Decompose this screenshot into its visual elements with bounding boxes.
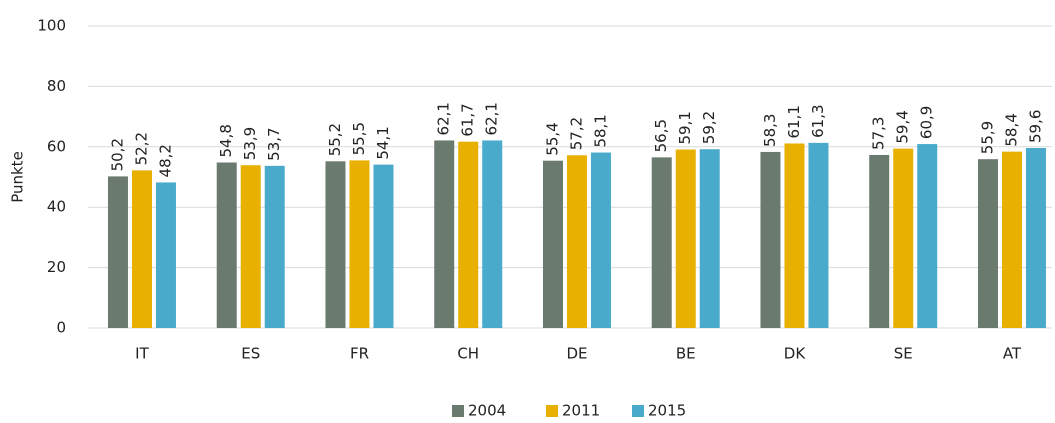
legend-label: 2011 xyxy=(562,402,600,420)
bar xyxy=(869,154,890,328)
x-tick-label: DE xyxy=(566,345,587,363)
bar xyxy=(699,149,720,328)
bar xyxy=(264,165,285,328)
value-label: 53,9 xyxy=(241,127,259,160)
value-label: 55,4 xyxy=(543,122,561,155)
value-label: 59,6 xyxy=(1026,110,1044,143)
value-label: 55,2 xyxy=(326,123,344,156)
value-label: 59,4 xyxy=(894,110,912,143)
value-label: 62,1 xyxy=(483,102,501,135)
legend-label: 2015 xyxy=(648,402,686,420)
bar xyxy=(240,165,261,328)
bar xyxy=(349,160,370,328)
value-label: 48,2 xyxy=(156,144,174,177)
bar xyxy=(808,142,829,328)
value-label: 50,2 xyxy=(108,138,126,171)
bar xyxy=(760,151,781,328)
y-tick-label: 40 xyxy=(47,198,66,216)
value-label: 55,5 xyxy=(350,122,368,155)
y-tick-label: 100 xyxy=(37,17,66,35)
y-tick-label: 0 xyxy=(56,319,66,337)
legend-swatch xyxy=(452,405,464,417)
value-label: 61,3 xyxy=(809,104,827,137)
y-tick-label: 20 xyxy=(47,258,66,276)
value-label: 54,8 xyxy=(217,124,235,157)
value-label: 58,1 xyxy=(591,114,609,147)
bar xyxy=(131,170,152,328)
x-tick-label: IT xyxy=(135,345,149,363)
y-tick-label: 60 xyxy=(47,137,66,155)
bar xyxy=(977,159,998,328)
x-tick-label: CH xyxy=(457,345,479,363)
bar xyxy=(216,162,237,328)
legend-label: 2004 xyxy=(468,402,506,420)
bar xyxy=(566,155,587,328)
value-label: 59,1 xyxy=(676,111,694,144)
value-label: 58,4 xyxy=(1002,113,1020,146)
value-label: 62,1 xyxy=(435,102,453,135)
x-tick-label: AT xyxy=(1003,345,1022,363)
y-tick-label: 80 xyxy=(47,77,66,95)
x-tick-label: ES xyxy=(241,345,260,363)
bar xyxy=(917,144,938,328)
y-axis-label: Punkte xyxy=(9,151,27,203)
bar xyxy=(155,182,176,328)
bar xyxy=(373,164,394,328)
bar xyxy=(482,140,503,328)
bar xyxy=(542,160,563,328)
bar xyxy=(107,176,128,328)
bar xyxy=(1025,148,1046,328)
value-label: 58,3 xyxy=(761,114,779,147)
bar xyxy=(675,149,696,328)
value-label: 59,2 xyxy=(700,111,718,144)
x-tick-label: BE xyxy=(676,345,696,363)
x-tick-label: SE xyxy=(894,345,913,363)
legend-swatch xyxy=(546,405,558,417)
value-label: 53,7 xyxy=(265,127,283,160)
bar xyxy=(434,140,455,328)
value-label: 57,2 xyxy=(567,117,585,150)
value-label: 55,9 xyxy=(978,121,996,154)
value-label: 57,3 xyxy=(870,117,888,150)
x-tick-label: FR xyxy=(350,345,369,363)
legend-swatch xyxy=(632,405,644,417)
value-label: 61,1 xyxy=(785,105,803,138)
x-tick-label: DK xyxy=(784,345,807,363)
bar xyxy=(325,161,346,328)
value-label: 56,5 xyxy=(652,119,670,152)
bar xyxy=(1001,151,1022,328)
bar xyxy=(893,148,914,328)
value-label: 60,9 xyxy=(918,106,936,139)
bar xyxy=(651,157,672,328)
value-label: 52,2 xyxy=(132,132,150,165)
value-label: 54,1 xyxy=(374,126,392,159)
bar xyxy=(590,152,611,328)
value-label: 61,7 xyxy=(459,103,477,136)
bar xyxy=(784,143,805,328)
bar xyxy=(458,141,479,328)
